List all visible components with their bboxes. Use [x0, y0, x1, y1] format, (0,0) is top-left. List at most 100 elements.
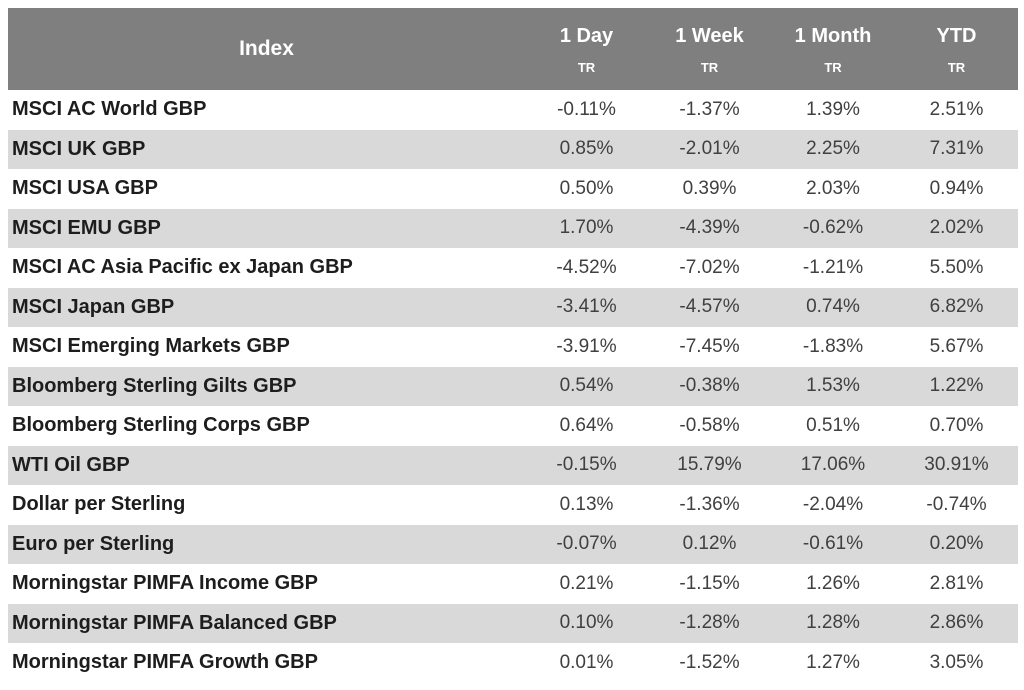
table-row: MSCI EMU GBP 1.70% -4.39% -0.62% 2.02%	[8, 208, 1018, 248]
value-cell: -2.01%	[679, 138, 740, 160]
index-cell: MSCI Japan GBP	[12, 295, 175, 318]
index-cell: Morningstar PIMFA Income GBP	[12, 572, 318, 595]
value-cell: 1.22%	[929, 375, 984, 397]
value-cell: 0.39%	[682, 177, 737, 199]
value-cell: -7.45%	[679, 335, 740, 357]
value-cell: -0.61%	[802, 533, 864, 555]
value-cell: 0.74%	[806, 296, 860, 318]
index-cell: MSCI AC World GBP	[12, 98, 207, 121]
value-cell: -7.02%	[679, 256, 740, 278]
value-cell: 0.64%	[559, 414, 614, 436]
index-cell: Bloomberg Sterling Gilts GBP	[12, 374, 297, 397]
value-cell: -3.41%	[556, 296, 617, 318]
value-cell: -4.39%	[679, 217, 740, 239]
value-cell: -1.28%	[679, 612, 740, 634]
value-cell: 2.03%	[806, 177, 860, 199]
value-cell: 0.20%	[929, 533, 984, 555]
table-row: MSCI Japan GBP -3.41% -4.57% 0.74% 6.82%	[8, 287, 1018, 327]
value-cell: -1.37%	[679, 98, 740, 120]
index-cell: Dollar per Sterling	[12, 493, 186, 516]
index-cell: Morningstar PIMFA Balanced GBP	[12, 611, 337, 634]
column-header-index: Index	[8, 8, 525, 90]
column-header-1-day: 1 Day TR	[525, 8, 648, 90]
table-row: Dollar per Sterling 0.13% -1.36% -2.04% …	[8, 485, 1018, 525]
period-label: 1 Day	[559, 24, 614, 47]
value-cell: 1.70%	[559, 217, 614, 239]
table-body: MSCI AC World GBP -0.11% -1.37% 1.39% 2.…	[8, 90, 1018, 683]
index-cell: MSCI EMU GBP	[12, 216, 161, 239]
value-cell: 0.21%	[559, 572, 614, 594]
value-cell: 0.94%	[929, 177, 984, 199]
value-cell: -1.15%	[679, 572, 740, 594]
value-cell: 0.12%	[682, 533, 737, 555]
column-header-1-week: 1 Week TR	[648, 8, 771, 90]
value-cell: 6.82%	[929, 296, 984, 318]
table-row: WTI Oil GBP -0.15% 15.79% 17.06% 30.91%	[8, 445, 1018, 485]
value-cell: -2.04%	[802, 493, 864, 515]
value-cell: 5.50%	[929, 256, 984, 278]
value-cell: 1.26%	[806, 572, 860, 594]
value-cell: 2.81%	[929, 572, 984, 594]
value-cell: 5.67%	[929, 335, 984, 357]
table-row: Morningstar PIMFA Balanced GBP 0.10% -1.…	[8, 603, 1018, 643]
metric-label: TR	[577, 59, 596, 75]
header-row: Index 1 Day TR 1 Week TR 1 Month TR YTD …	[8, 8, 1018, 90]
period-label: YTD	[936, 24, 977, 47]
value-cell: -0.07%	[556, 533, 617, 555]
value-cell: -1.36%	[679, 493, 740, 515]
index-cell: MSCI Emerging Markets GBP	[12, 335, 290, 358]
metric-label: TR	[824, 59, 842, 75]
table-row: Bloomberg Sterling Corps GBP 0.64% -0.58…	[8, 406, 1018, 446]
value-cell: 0.50%	[559, 177, 614, 199]
value-cell: 0.70%	[929, 414, 984, 436]
index-cell: MSCI USA GBP	[12, 177, 158, 200]
value-cell: 7.31%	[929, 138, 984, 160]
metric-label: TR	[947, 59, 966, 75]
table-row: MSCI AC Asia Pacific ex Japan GBP -4.52%…	[8, 248, 1018, 288]
table-header: Index 1 Day TR 1 Week TR 1 Month TR YTD …	[8, 8, 1018, 90]
value-cell: -4.52%	[556, 256, 617, 278]
index-cell: MSCI AC Asia Pacific ex Japan GBP	[12, 256, 353, 279]
value-cell: 15.79%	[677, 454, 742, 476]
value-cell: 2.02%	[929, 217, 984, 239]
index-cell: Euro per Sterling	[12, 532, 175, 555]
value-cell: 1.27%	[806, 651, 860, 673]
period-label: 1 Month	[794, 24, 872, 47]
table-row: MSCI Emerging Markets GBP -3.91% -7.45% …	[8, 327, 1018, 367]
value-cell: 1.39%	[806, 98, 860, 120]
value-cell: -3.91%	[556, 335, 617, 357]
value-cell: 2.25%	[806, 138, 860, 160]
table-row: MSCI AC World GBP -0.11% -1.37% 1.39% 2.…	[8, 90, 1018, 130]
value-cell: 0.54%	[559, 375, 614, 397]
value-cell: 0.10%	[559, 612, 614, 634]
value-cell: -0.62%	[802, 217, 864, 239]
column-header-ytd: YTD TR	[895, 8, 1018, 90]
value-cell: 1.53%	[806, 375, 860, 397]
table-row: MSCI UK GBP 0.85% -2.01% 2.25% 7.31%	[8, 129, 1018, 169]
value-cell: -0.11%	[557, 98, 616, 120]
period-label: 1 Week	[675, 24, 744, 47]
value-cell: 17.06%	[800, 454, 866, 476]
index-cell: MSCI UK GBP	[12, 137, 146, 160]
index-cell: Morningstar PIMFA Growth GBP	[12, 651, 318, 674]
value-cell: 0.51%	[806, 414, 860, 436]
value-cell: -0.58%	[679, 414, 740, 436]
value-cell: 30.91%	[924, 454, 989, 476]
value-cell: -0.15%	[556, 454, 617, 476]
value-cell: 0.85%	[559, 138, 614, 160]
index-cell: Bloomberg Sterling Corps GBP	[12, 414, 310, 437]
value-cell: 2.86%	[929, 612, 984, 634]
value-cell: 1.28%	[806, 612, 860, 634]
table-row: Morningstar PIMFA Growth GBP 0.01% -1.52…	[8, 643, 1018, 683]
value-cell: -0.74%	[926, 493, 987, 515]
value-cell: 0.13%	[559, 493, 614, 515]
returns-table: Index 1 Day TR 1 Week TR 1 Month TR YTD …	[8, 8, 1018, 683]
metric-label: TR	[700, 59, 719, 75]
value-cell: 2.51%	[929, 98, 984, 120]
value-cell: -1.52%	[679, 651, 740, 673]
value-cell: -0.38%	[679, 375, 740, 397]
table-row: Bloomberg Sterling Gilts GBP 0.54% -0.38…	[8, 366, 1018, 406]
table-row: Morningstar PIMFA Income GBP 0.21% -1.15…	[8, 564, 1018, 604]
value-cell: 0.01%	[559, 651, 614, 673]
